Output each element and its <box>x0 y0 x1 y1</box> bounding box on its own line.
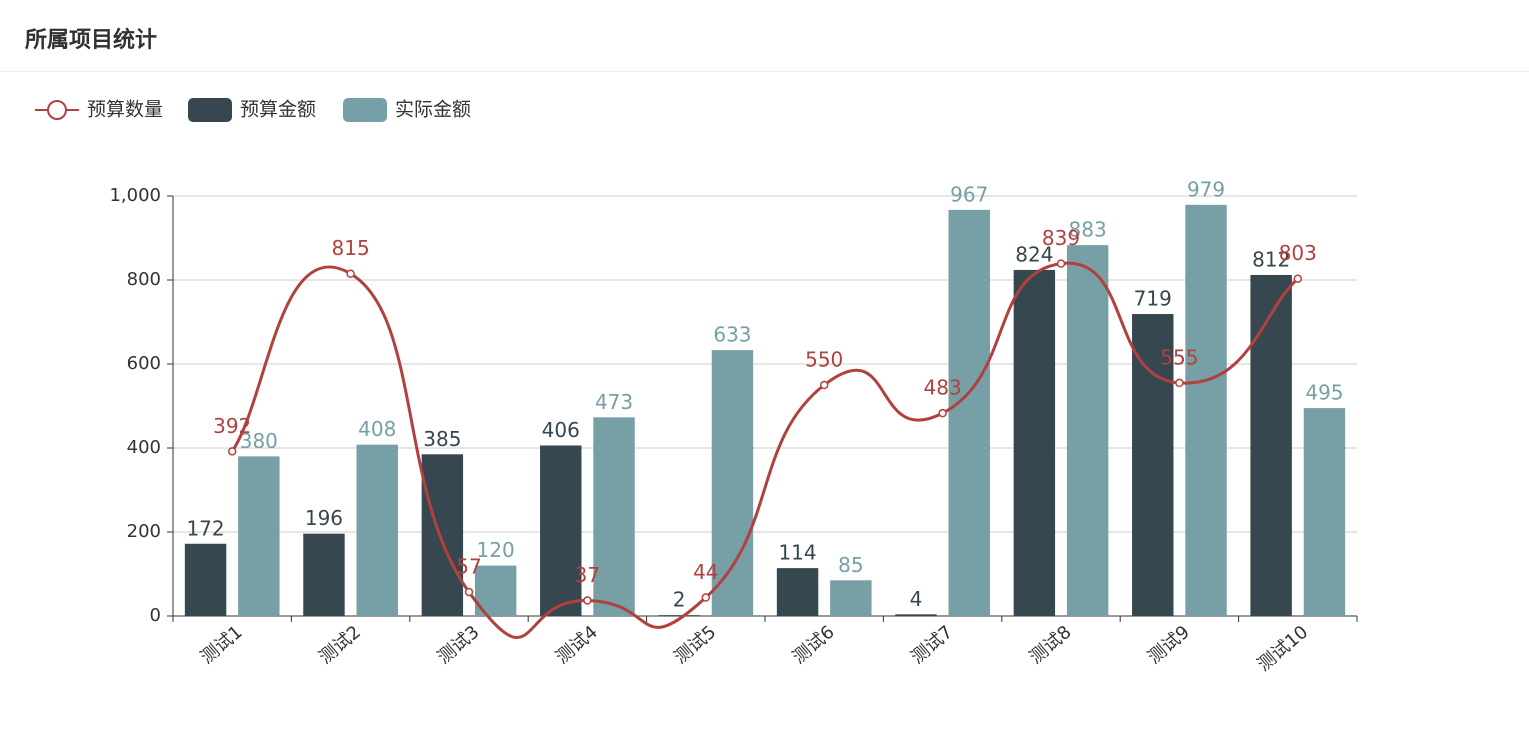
data-label: 824 <box>1015 242 1053 266</box>
data-label: 815 <box>332 236 370 260</box>
data-label: 37 <box>575 563 600 587</box>
line-point <box>227 447 237 456</box>
bar <box>1013 269 1056 616</box>
line-point <box>1056 259 1066 268</box>
line-point <box>938 408 947 418</box>
data-label: 57 <box>456 555 481 579</box>
bar <box>184 543 227 616</box>
data-label: 979 <box>1187 177 1225 201</box>
legend-icon <box>47 100 67 120</box>
data-label: 483 <box>924 376 962 400</box>
data-label: 44 <box>693 560 718 584</box>
data-label: 85 <box>838 553 863 577</box>
data-label: 172 <box>186 516 224 540</box>
bar <box>895 614 937 616</box>
line-point <box>1293 274 1303 283</box>
bar <box>303 533 345 616</box>
x-tick-label: 测试4 <box>552 622 602 669</box>
bar <box>1066 245 1109 616</box>
data-label: 839 <box>1042 226 1080 250</box>
bar <box>593 417 635 616</box>
x-tick-label: 测试2 <box>315 622 365 669</box>
data-label: 385 <box>423 427 461 451</box>
data-label: 883 <box>1069 218 1107 242</box>
data-label: 812 <box>1252 247 1290 271</box>
line-point <box>1175 378 1184 388</box>
y-tick-label: 200 <box>127 521 161 542</box>
data-label: 803 <box>1279 241 1317 265</box>
data-label: 4 <box>910 587 923 611</box>
bar <box>421 454 464 616</box>
line-point <box>583 596 592 605</box>
x-tick-label: 测试10 <box>1254 622 1313 676</box>
data-label: 120 <box>477 538 515 562</box>
legend-label: 实际金额 <box>395 99 471 121</box>
data-label: 392 <box>213 414 251 438</box>
line-point <box>701 593 711 602</box>
bar <box>658 615 700 616</box>
data-label: 114 <box>778 541 816 565</box>
bar <box>1132 314 1174 616</box>
legend-label: 预算数量 <box>87 99 163 121</box>
bar <box>356 444 398 616</box>
data-label: 2 <box>673 588 686 612</box>
data-label: 719 <box>1134 287 1172 311</box>
x-tick-label: 测试1 <box>197 622 247 669</box>
bar <box>776 568 819 616</box>
data-label: 408 <box>358 417 396 441</box>
bar <box>238 456 280 616</box>
line-point <box>464 587 474 597</box>
y-tick-label: 800 <box>127 269 161 290</box>
y-tick-label: 400 <box>127 437 161 458</box>
data-label: 495 <box>1305 381 1343 405</box>
chart: 预算数量 预算金额 实际金额 0 200 400 600 800 1,000 测试1 测试2 测试3 测… <box>35 98 1358 676</box>
data-label: 550 <box>805 348 843 372</box>
bar <box>1185 204 1227 616</box>
data-label: 196 <box>305 506 343 530</box>
line-point <box>819 380 829 390</box>
line-point <box>346 269 355 278</box>
line <box>230 261 1299 639</box>
x-tick-label: 测试5 <box>670 622 720 669</box>
x-tick-label: 测试9 <box>1144 622 1194 669</box>
bar <box>1303 408 1346 616</box>
legend-label: 预算金额 <box>240 99 316 121</box>
x-tick-label: 测试6 <box>789 622 839 669</box>
bar <box>540 445 582 616</box>
legend-icon <box>188 98 232 122</box>
x-tick-label: 测试3 <box>434 622 484 669</box>
data-label: 967 <box>950 182 988 206</box>
card-header: 所属项目统计 <box>0 0 1529 72</box>
legend-icon <box>343 98 387 122</box>
data-label: 633 <box>713 323 751 347</box>
y-tick-label: 0 <box>150 605 161 626</box>
bar <box>1250 274 1292 616</box>
x-tick-label: 测试7 <box>907 622 957 669</box>
data-label: 380 <box>240 429 278 453</box>
data-label: 406 <box>542 418 580 442</box>
y-tick-label: 1,000 <box>109 185 161 206</box>
data-label: 473 <box>595 390 633 414</box>
bar <box>830 580 872 616</box>
bar <box>711 350 754 616</box>
data-label: 555 <box>1160 345 1198 369</box>
y-tick-label: 600 <box>127 353 161 374</box>
bar <box>948 209 990 617</box>
x-tick-label: 测试8 <box>1026 622 1076 669</box>
card-title: 所属项目统计 <box>25 28 158 53</box>
